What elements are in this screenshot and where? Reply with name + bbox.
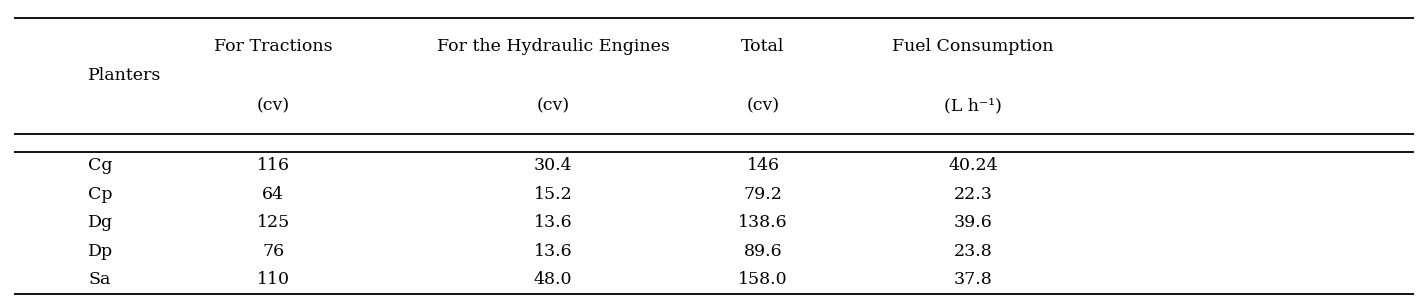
Text: 125: 125 [257, 214, 290, 231]
Text: 146: 146 [747, 157, 780, 174]
Text: 13.6: 13.6 [534, 214, 573, 231]
Text: (cv): (cv) [257, 97, 290, 114]
Text: 15.2: 15.2 [534, 186, 573, 203]
Text: Planters: Planters [89, 67, 161, 84]
Text: 138.6: 138.6 [738, 214, 788, 231]
Text: Dp: Dp [89, 243, 114, 260]
Text: 39.6: 39.6 [954, 214, 992, 231]
Text: 13.6: 13.6 [534, 243, 573, 260]
Text: 76: 76 [263, 243, 284, 260]
Text: 110: 110 [257, 271, 290, 288]
Text: 37.8: 37.8 [954, 271, 992, 288]
Text: Sa: Sa [89, 271, 111, 288]
Text: Cp: Cp [89, 186, 113, 203]
Text: 89.6: 89.6 [744, 243, 783, 260]
Text: Total: Total [741, 38, 784, 55]
Text: Cg: Cg [89, 157, 113, 174]
Text: (cv): (cv) [747, 97, 780, 114]
Text: Dg: Dg [89, 214, 114, 231]
Text: 64: 64 [263, 186, 284, 203]
Text: 40.24: 40.24 [948, 157, 998, 174]
Text: 30.4: 30.4 [534, 157, 573, 174]
Text: For the Hydraulic Engines: For the Hydraulic Engines [437, 38, 670, 55]
Text: 22.3: 22.3 [954, 186, 992, 203]
Text: 116: 116 [257, 157, 290, 174]
Text: (cv): (cv) [537, 97, 570, 114]
Text: For Tractions: For Tractions [214, 38, 333, 55]
Text: 48.0: 48.0 [534, 271, 573, 288]
Text: Fuel Consumption: Fuel Consumption [892, 38, 1054, 55]
Text: 23.8: 23.8 [954, 243, 992, 260]
Text: 158.0: 158.0 [738, 271, 788, 288]
Text: 79.2: 79.2 [744, 186, 783, 203]
Text: (L h⁻¹): (L h⁻¹) [944, 97, 1002, 114]
